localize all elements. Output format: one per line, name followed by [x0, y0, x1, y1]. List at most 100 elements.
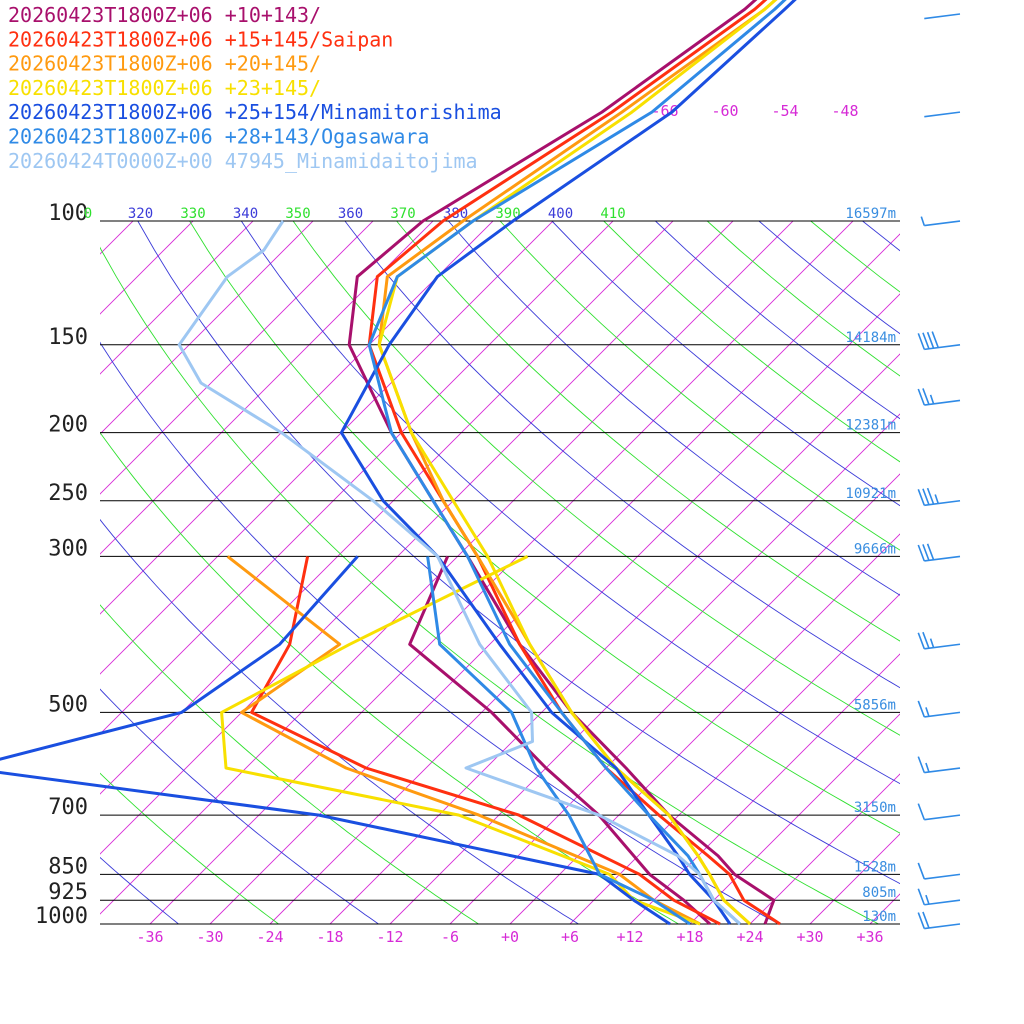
wind-barb-feather [922, 911, 930, 929]
theta-label: 350 [285, 206, 310, 222]
isotherm-line [100, 220, 674, 795]
isotherm-line [629, 653, 900, 924]
dewpoint-trace [250, 556, 721, 926]
isotherm-line [449, 473, 900, 924]
theta-label: 400 [548, 206, 573, 222]
temperature-tick-label: -24 [256, 928, 283, 946]
wind-barb-half-feather [925, 894, 930, 905]
adiabat-line [499, 220, 900, 551]
isotherm-top-label: -48 [831, 102, 858, 120]
legend-entry: 20260423T1800Z+06 +15+145/Saipan [8, 27, 393, 51]
isotherm-line [100, 220, 314, 435]
wind-barb-feather [917, 756, 926, 773]
temperature-tick-label: +30 [796, 928, 823, 946]
adiabat-line [137, 220, 900, 885]
isotherm-line [149, 220, 854, 924]
pressure-label: 200 [48, 413, 88, 438]
temperature-tick-label: -36 [136, 928, 163, 946]
isotherm-line [209, 233, 900, 924]
dewpoint-trace [0, 555, 671, 926]
isotherm-line [100, 220, 254, 375]
wind-barb-staff [924, 643, 961, 650]
theta-label: 390 [495, 206, 520, 222]
wind-barb-feather [917, 888, 926, 906]
height-label: 5856m [854, 697, 896, 713]
isotherm-top-labels: -66 -60 -54 -48 [651, 102, 858, 120]
adiabat-line [966, 221, 1024, 924]
wind-barb-feather [917, 912, 926, 929]
isotherm-line [100, 220, 554, 675]
pressure-label: 850 [48, 854, 88, 879]
isotherm-line [269, 293, 900, 924]
wind-barb-feather [922, 544, 930, 561]
isotherm-line [509, 533, 900, 924]
theta-label: 410 [600, 206, 625, 222]
theta-label: 370 [390, 206, 415, 222]
isotherm-line [100, 220, 494, 615]
temperature-tick-label: -30 [196, 928, 223, 946]
wind-barb-half-feather [925, 707, 930, 717]
legend: 20260423T1800Z+06 +10+143/20260423T1800Z… [8, 3, 502, 173]
temperature-trace [377, 0, 778, 926]
isotherm-line [930, 221, 1024, 924]
legend-entry: 20260424T0000Z+00 47945_Minamidaitojima [8, 149, 478, 173]
temperature-trace [347, 0, 776, 925]
temperature-tick-label: +6 [561, 928, 579, 946]
theta-label: 340 [233, 206, 258, 222]
height-label: 9666m [854, 541, 896, 557]
temperature-tick-label: +12 [616, 928, 643, 946]
wind-barb-half-feather [925, 762, 930, 773]
adiabat-line [655, 220, 900, 420]
wind-barb-feather [926, 487, 935, 505]
sounding-traces [0, 0, 797, 926]
isotherm-line [749, 773, 900, 924]
temperature-axis: -36 -30 -24 -18 -12 -6 +0 +6 +12 +18 +24 +30 +36 [136, 928, 883, 946]
isotherm-top-label: -60 [711, 102, 738, 120]
temperature-tick-label: +36 [856, 928, 883, 946]
wind-barb-staff [924, 923, 961, 930]
pressure-levels: 100 16597m 150 14184m 200 12381m 250 10921m 300 9… [35, 201, 900, 929]
isotherm-line [100, 220, 194, 315]
theta-label: 330 [180, 206, 205, 222]
wind-barb-feather [917, 388, 926, 406]
pressure-label: 100 [48, 201, 88, 226]
height-label: 130m [862, 909, 896, 925]
isotherm-line [0, 221, 13, 924]
isotherm-line [990, 221, 1024, 924]
wind-barb-staff [924, 814, 961, 821]
temperature-trace [377, 0, 778, 926]
wind-barb-feather [917, 632, 926, 650]
wind-barb-staff [924, 499, 961, 507]
adiabat-line [100, 856, 179, 924]
wind-barb-feather [926, 331, 935, 349]
wind-barb-staff [924, 899, 961, 906]
temperature-tick-label: +18 [676, 928, 703, 946]
isotherm-line [869, 893, 900, 924]
temperature-tick-label: +0 [501, 928, 519, 946]
wind-barb-staff [924, 873, 961, 880]
wind-barb-staff [924, 555, 961, 562]
wind-barb-staff [924, 767, 961, 774]
height-label: 14184m [845, 330, 896, 346]
temperature-tick-label: -6 [441, 928, 459, 946]
isotherm-line [100, 220, 614, 735]
wind-barb-feather [917, 544, 926, 562]
pressure-label: 925 [48, 880, 88, 905]
height-label: 16597m [845, 206, 896, 222]
wind-barb-feather [922, 631, 930, 649]
adiabat-line [758, 220, 900, 335]
adiabat-line [240, 220, 900, 785]
pressure-label: 1000 [35, 904, 88, 929]
pressure-label: 150 [48, 325, 88, 350]
adiabat-line [706, 220, 900, 377]
adiabat-line [100, 772, 279, 924]
temperature-tick-label: -12 [376, 928, 403, 946]
isotherm-line [100, 220, 434, 555]
isotherm-line [389, 413, 900, 924]
temperature-trace [177, 220, 742, 926]
dewpoint-trace [426, 556, 691, 926]
wind-barb-feather [917, 700, 926, 718]
pressure-label: 700 [48, 795, 88, 820]
adiabat-line [603, 220, 900, 463]
